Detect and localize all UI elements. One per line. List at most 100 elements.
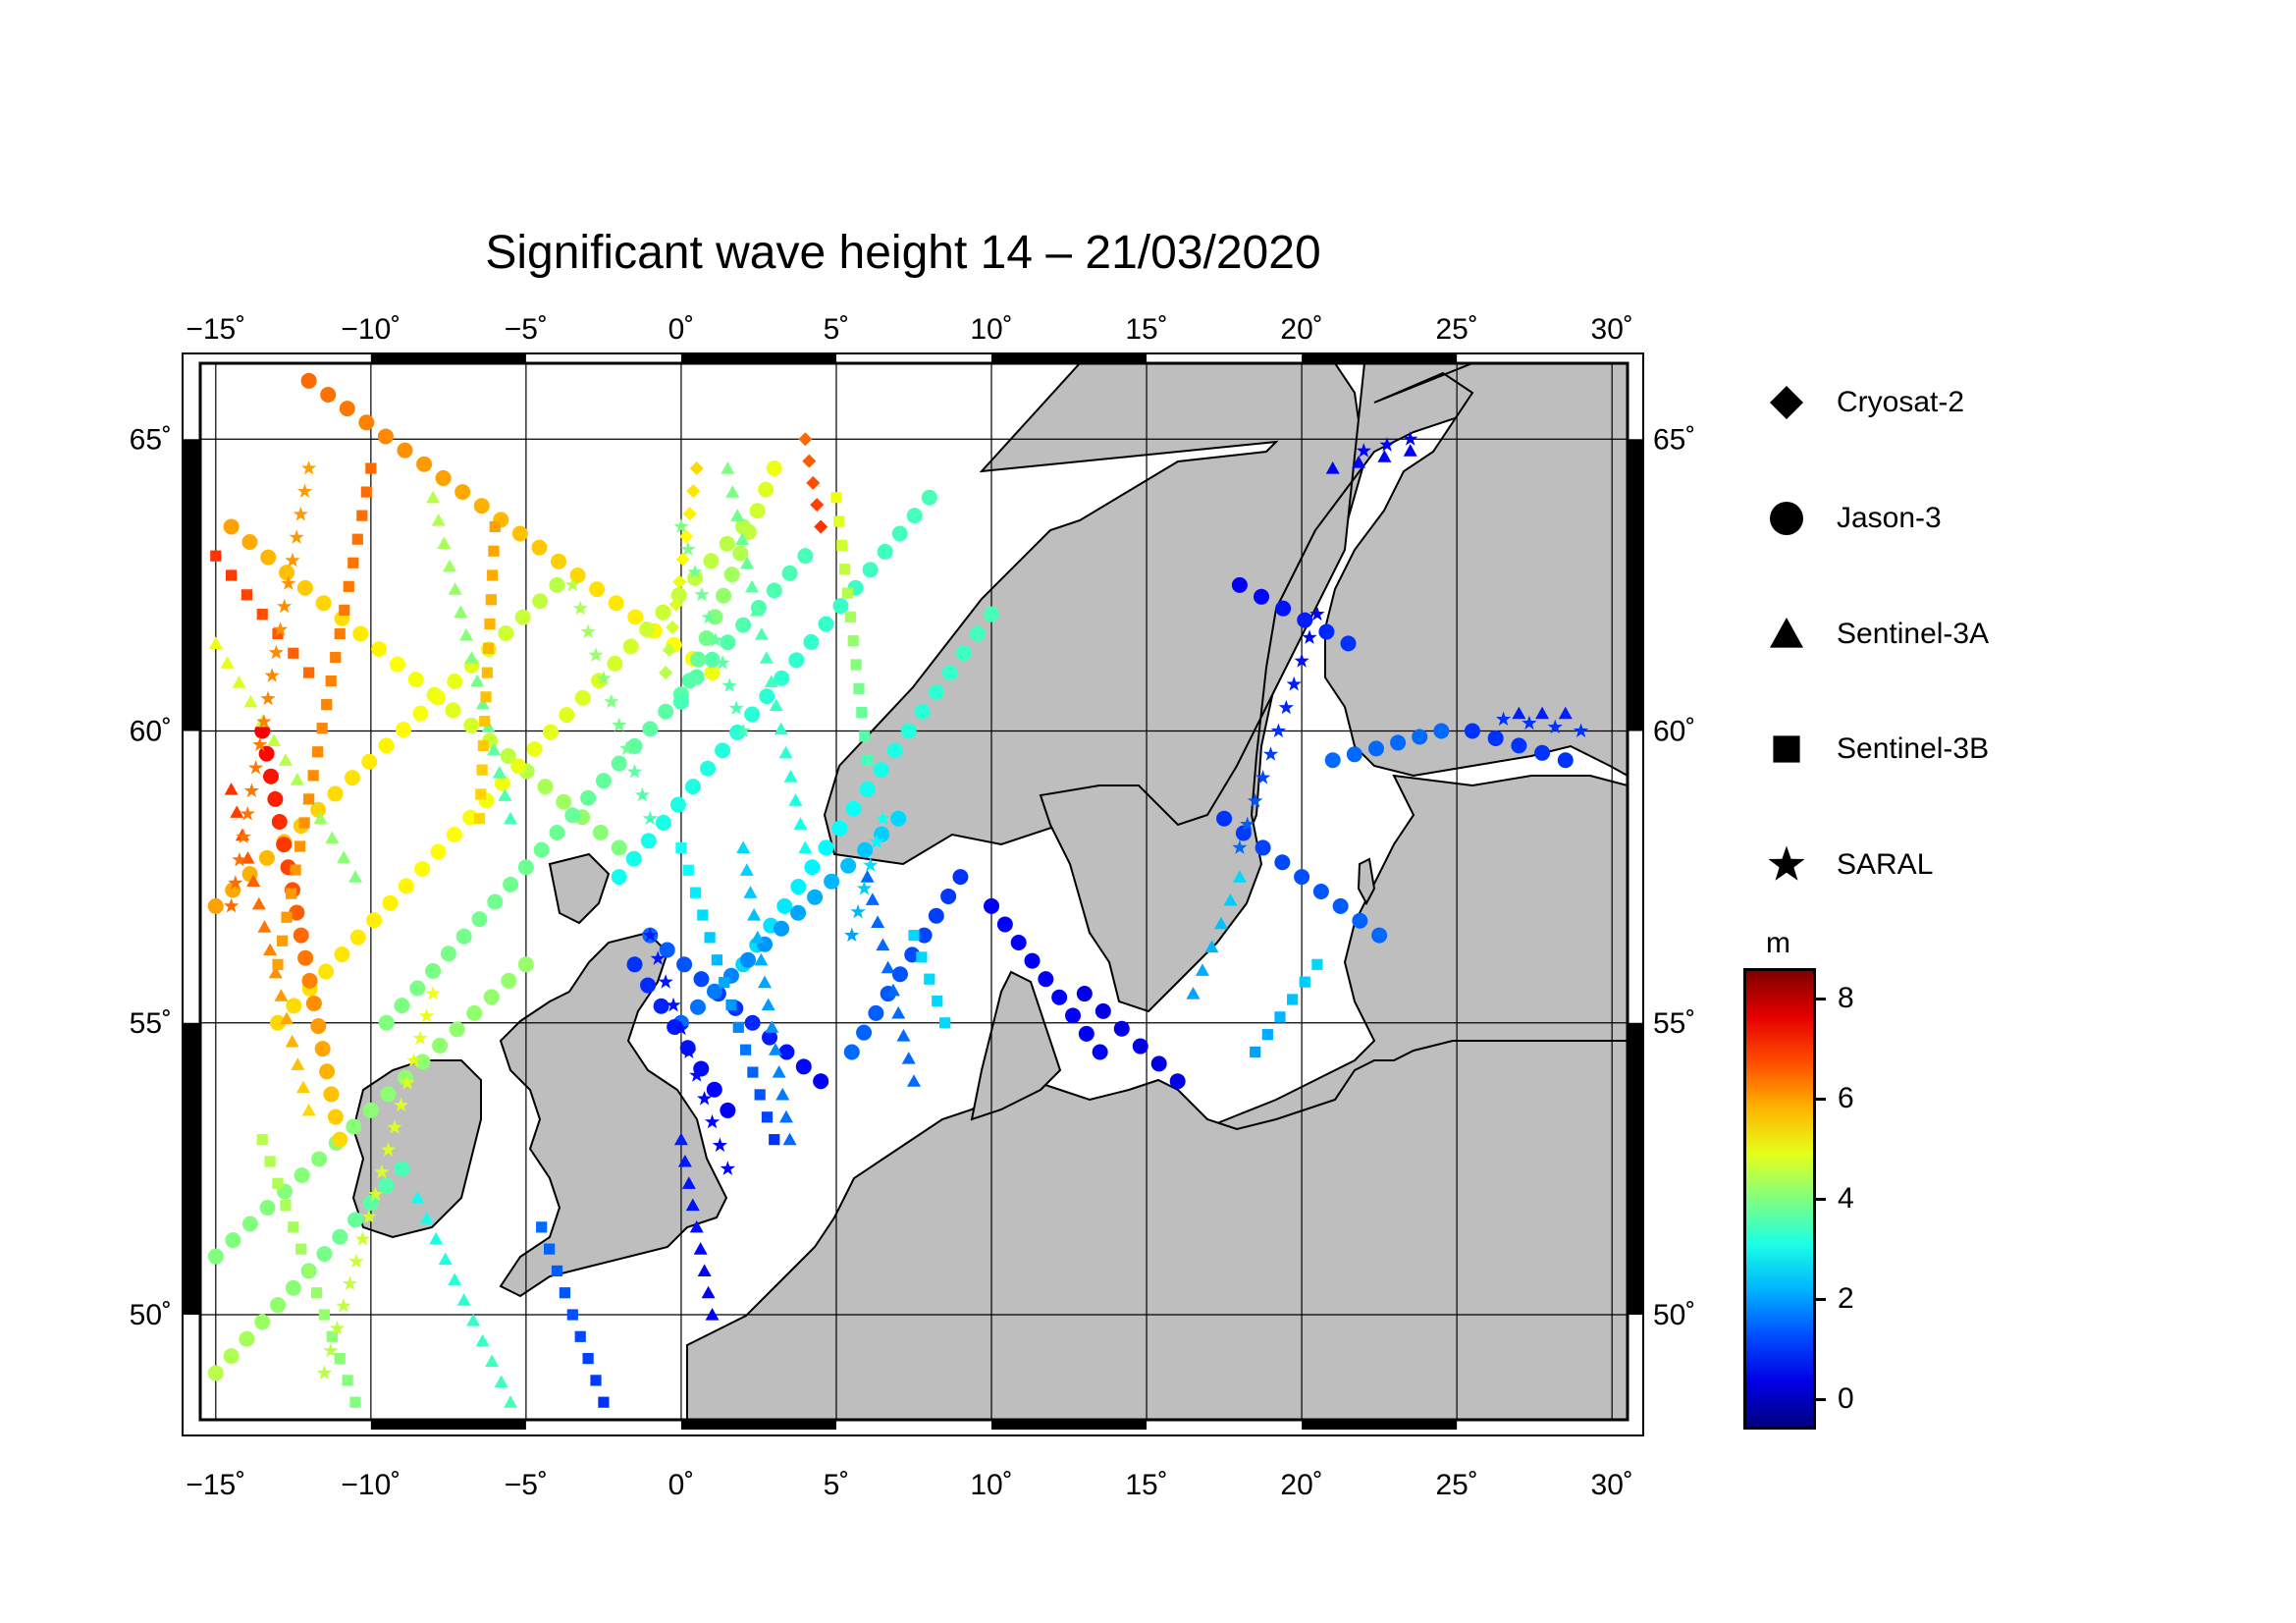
- jason-3-measurement: [626, 956, 643, 973]
- saral-measurement: [701, 609, 717, 624]
- lon-label-top: 10˚: [970, 313, 1012, 346]
- jason-3-measurement: [1324, 752, 1341, 769]
- sentinel-3b-measurement: [334, 1352, 346, 1365]
- sentinel-3b-measurement: [836, 539, 848, 551]
- lat-label-left: 65˚: [130, 423, 172, 456]
- saral-measurement: [301, 460, 317, 475]
- jason-3-measurement: [1312, 884, 1329, 899]
- jason-3-measurement: [549, 576, 565, 593]
- sentinel-3a-measurement: [782, 1132, 797, 1146]
- frame-bar-top: [680, 353, 836, 363]
- jason-3-measurement: [580, 789, 597, 806]
- land-scotland-north: [548, 852, 611, 925]
- jason-3-measurement: [640, 977, 657, 994]
- legend-item: Cryosat-2: [1762, 373, 1964, 432]
- land-sweden: [1039, 363, 1611, 1013]
- saral-measurement: [596, 671, 612, 685]
- jason-3-measurement: [416, 456, 433, 472]
- saral-measurement: [673, 1020, 689, 1036]
- sentinel-3a-measurement: [504, 811, 518, 825]
- jason-3-measurement: [300, 372, 317, 389]
- sentinel-3b-measurement: [349, 1396, 361, 1408]
- sentinel-3b-measurement: [682, 864, 694, 876]
- cryosat-2-measurement: [672, 574, 687, 589]
- saral-measurement: [666, 997, 681, 1012]
- saral-measurement: [658, 974, 673, 989]
- sentinel-3a-measurement: [681, 1176, 696, 1189]
- sentinel-3b-measurement: [480, 691, 492, 703]
- jason-3-measurement: [501, 972, 517, 989]
- sentinel-3b-measurement: [351, 533, 363, 545]
- sentinel-3a-measurement: [410, 1191, 425, 1204]
- lon-label-top: 0˚: [668, 313, 695, 346]
- sentinel-3b-measurement: [574, 1330, 586, 1342]
- sentinel-3a-measurement: [860, 870, 875, 883]
- sentinel-3a-measurement: [697, 1264, 712, 1277]
- jason-3-measurement: [398, 878, 414, 894]
- jason-3-measurement: [732, 545, 749, 562]
- jason-3-measurement: [294, 1166, 310, 1183]
- jason-3-measurement: [352, 625, 369, 642]
- land-layer: [351, 363, 1628, 1420]
- saral-measurement: [626, 764, 643, 779]
- jason-3-measurement: [445, 702, 461, 719]
- cryosat-2-measurement: [668, 597, 683, 612]
- saral-measurement: [572, 600, 588, 616]
- jason-3-measurement: [824, 873, 840, 890]
- jason-3-measurement: [778, 1044, 795, 1060]
- sentinel-3a-measurement: [431, 514, 446, 526]
- jason-3-measurement: [239, 1330, 255, 1347]
- jason-3-measurement: [316, 1246, 333, 1263]
- sentinel-3a-measurement: [689, 1219, 704, 1233]
- land-gotland: [1357, 857, 1376, 906]
- sentinel-3a-measurement: [458, 627, 473, 641]
- sentinel-3b-measurement: [697, 909, 709, 921]
- cryosat-2-measurement: [686, 484, 701, 499]
- jason-3-measurement: [735, 617, 752, 633]
- saral-measurement: [735, 723, 751, 737]
- jason-3-measurement: [361, 753, 378, 770]
- jason-3-measurement: [639, 621, 656, 637]
- legend-item: Sentinel-3A: [1762, 605, 1989, 664]
- jason-3-measurement: [551, 553, 567, 569]
- jason-3-measurement: [762, 1029, 778, 1046]
- jason-3-measurement: [1076, 986, 1093, 1002]
- sentinel-3b-measurement: [487, 569, 499, 581]
- sentinel-3a-measurement: [295, 1080, 310, 1094]
- jason-3-measurement: [1078, 1025, 1095, 1042]
- jason-3-measurement: [1367, 740, 1384, 757]
- jason-3-measurement: [310, 1018, 327, 1035]
- sentinel-3a-measurement: [735, 532, 750, 546]
- jason-3-measurement: [766, 582, 782, 599]
- cryosat-2-measurement: [802, 454, 817, 468]
- map-title: Significant wave height 14 – 21/03/2020: [485, 227, 1321, 279]
- sentinel-3b-measurement: [559, 1287, 571, 1299]
- jason-3-measurement: [378, 737, 395, 754]
- sentinel-3a-measurement: [1232, 870, 1247, 883]
- sentinel-3b-measurement: [210, 550, 222, 562]
- saral-measurement: [687, 564, 703, 579]
- sentinel-3a-measurement: [891, 1005, 906, 1019]
- jason-3-measurement: [818, 616, 834, 632]
- cryosat-2-measurement: [682, 507, 697, 521]
- jason-3-measurement: [494, 775, 510, 791]
- jason-3-measurement: [706, 1081, 722, 1098]
- sentinel-3a-measurement: [721, 461, 735, 474]
- sentinel-3b-measurement: [1261, 1029, 1273, 1041]
- saral-measurement: [642, 810, 658, 826]
- jason-3-measurement: [653, 998, 669, 1014]
- sentinel-3b-measurement: [769, 1134, 780, 1146]
- cryosat-2-measurement: [659, 666, 673, 680]
- jason-3-measurement: [655, 604, 671, 621]
- saral-measurement: [564, 576, 580, 592]
- sentinel-3b-measurement: [484, 618, 496, 630]
- sentinel-3b-measurement: [226, 569, 238, 581]
- saral-measurement: [612, 717, 627, 732]
- jason-3-measurement: [1390, 734, 1407, 751]
- saral-measurement: [247, 760, 264, 775]
- jason-3-measurement: [358, 414, 375, 431]
- sentinel-3b-measurement: [582, 1352, 594, 1365]
- lon-label-bottom: 15˚: [1125, 1469, 1167, 1501]
- sentinel-3a-measurement: [263, 943, 278, 956]
- jason-3-measurement: [1113, 1020, 1130, 1037]
